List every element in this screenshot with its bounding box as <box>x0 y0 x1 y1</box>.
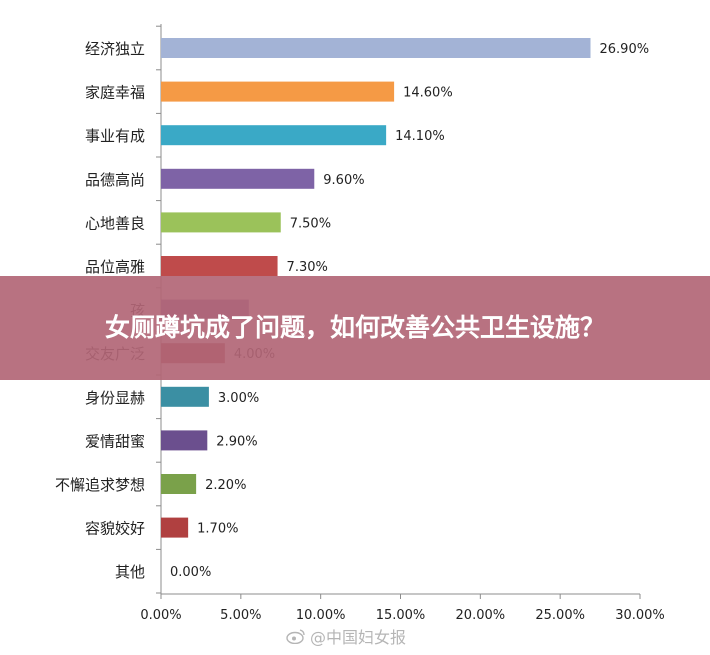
x-tick-label: 25.00% <box>535 608 585 623</box>
data-label: 2.90% <box>216 434 257 449</box>
bar <box>161 81 395 102</box>
category-label: 爱情甜蜜 <box>85 432 145 450</box>
category-label: 容貌姣好 <box>85 520 145 538</box>
category-label: 事业有成 <box>85 127 145 145</box>
x-tick-label: 20.00% <box>456 608 506 623</box>
bar <box>161 38 591 58</box>
data-label: 7.30% <box>287 260 328 275</box>
category-label: 家庭幸福 <box>85 84 145 102</box>
data-label: 14.60% <box>403 86 453 101</box>
category-label: 其他 <box>115 563 145 581</box>
category-label: 身份显赫 <box>85 389 145 407</box>
x-tick-label: 5.00% <box>220 608 261 623</box>
bar <box>161 474 197 494</box>
category-label: 心地善良 <box>85 214 145 232</box>
x-tick-label: 0.00% <box>140 608 181 623</box>
data-label: 1.70% <box>197 522 238 537</box>
bar <box>161 386 209 407</box>
weibo-icon <box>286 628 306 645</box>
category-label: 经济独立 <box>85 40 145 58</box>
category-label: 品位高雅 <box>85 258 145 276</box>
category-label: 不懈追求梦想 <box>55 476 145 494</box>
bars <box>161 38 591 538</box>
category-label: 品德高尚 <box>85 171 145 189</box>
title-banner: 女厕蹲坑成了问题，如何改善公共卫生设施？ <box>0 276 710 380</box>
watermark: @中国妇女报 <box>286 624 406 648</box>
x-tick-label: 30.00% <box>615 608 665 623</box>
bar <box>161 430 208 451</box>
data-label: 14.10% <box>395 129 445 144</box>
x-tick-label: 15.00% <box>376 608 426 623</box>
bar <box>161 517 189 538</box>
x-tick-label: 10.00% <box>296 608 346 623</box>
bar <box>161 256 278 276</box>
banner-title: 女厕蹲坑成了问题，如何改善公共卫生设施？ <box>104 313 605 342</box>
bar <box>161 212 281 233</box>
data-label: 2.20% <box>205 478 246 493</box>
watermark-text: @中国妇女报 <box>310 628 407 647</box>
data-label: 26.90% <box>600 42 650 57</box>
data-label: 7.50% <box>290 216 331 231</box>
bar <box>161 125 387 146</box>
data-label: 0.00% <box>170 565 211 580</box>
bar <box>161 168 315 189</box>
data-label: 9.60% <box>323 173 364 188</box>
data-label: 3.00% <box>218 391 259 406</box>
